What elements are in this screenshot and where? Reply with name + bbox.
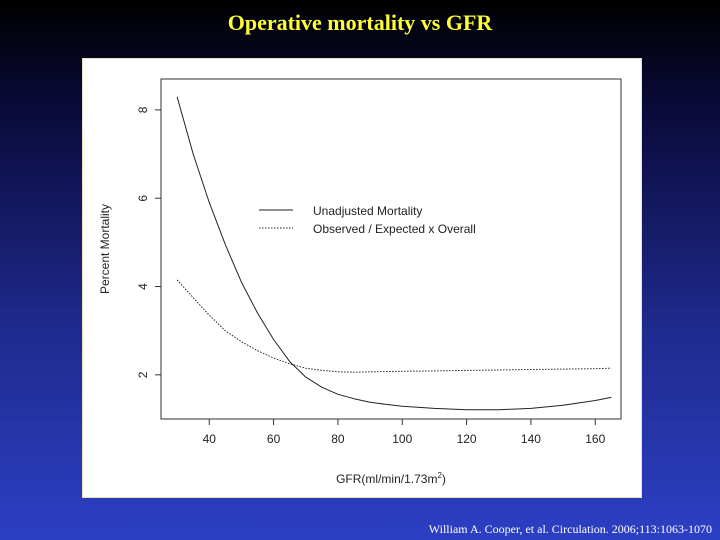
y-axis-label: Percent Mortality: [98, 204, 112, 294]
y-tick-label: 2: [136, 371, 150, 378]
x-axis-label-close: ): [442, 472, 446, 486]
legend: Unadjusted Mortality Observed / Expected…: [259, 204, 476, 236]
x-axis-label-superscript: 2: [437, 471, 442, 480]
plot-frame: [160, 78, 622, 420]
y-tick-label: 8: [136, 106, 150, 113]
series-lines: [176, 96, 612, 411]
x-tick-label: 40: [203, 432, 217, 446]
x-axis-label: GFR(ml/min/1.73m2): [336, 471, 446, 486]
legend-label-unadjusted: Unadjusted Mortality: [313, 204, 422, 218]
slide-title: Operative mortality vs GFR: [227, 10, 493, 35]
series-line-unadjusted-mortality: [176, 96, 612, 411]
y-tick-label: 4: [136, 283, 150, 290]
x-axis-label-main: GFR(ml/min/1.73m: [336, 472, 437, 486]
x-tick-label: 140: [521, 432, 541, 446]
axis-ticks: 40 60 80 100 120 140 160 2 4 6 8: [136, 106, 606, 446]
x-tick-label: 120: [457, 432, 477, 446]
x-tick-label: 100: [392, 432, 412, 446]
legend-label-observed-expected: Observed / Expected x Overall: [313, 222, 476, 236]
citation: William A. Cooper, et al. Circulation. 2…: [428, 522, 712, 536]
chart-panel: 40 60 80 100 120 140 160 2 4 6 8 Unadjusted Mortal…: [82, 58, 642, 498]
x-tick-label: 80: [331, 432, 345, 446]
mortality-line-chart: 40 60 80 100 120 140 160 2 4 6 8 Unadjusted Mortal…: [98, 78, 622, 486]
y-tick-label: 6: [136, 195, 150, 202]
x-tick-label: 60: [267, 432, 281, 446]
series-line-observed-expected: [176, 279, 612, 373]
x-tick-label: 160: [585, 432, 605, 446]
